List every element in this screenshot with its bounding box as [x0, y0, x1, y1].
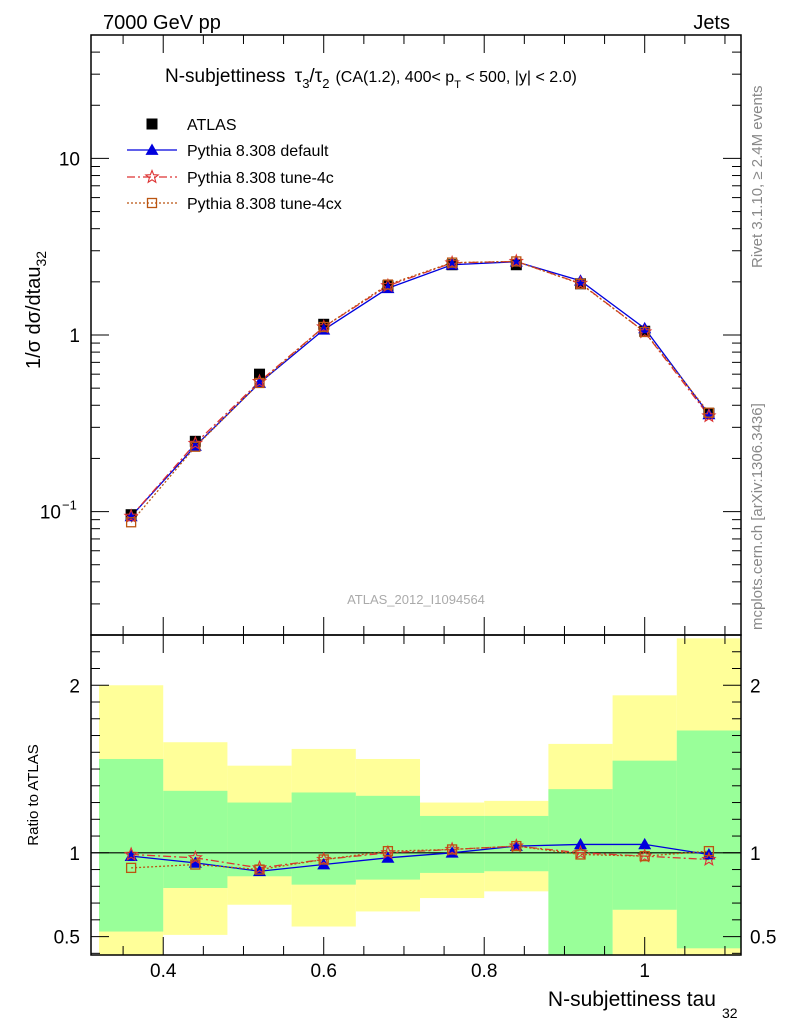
ratio-line [131, 845, 709, 871]
data-point [703, 845, 715, 857]
data-point [382, 279, 394, 290]
legend-label: Pythia 8.308 tune-4cx [187, 196, 342, 213]
band-inner-bin [291, 792, 356, 885]
ratio-tick-label-left: 2 [69, 676, 80, 697]
ratio-tick-label-left: 1 [69, 844, 80, 865]
ratio-uncertainty-bands [99, 638, 741, 955]
data-point [701, 851, 717, 866]
data-point [187, 435, 203, 450]
main-panel-series [123, 253, 717, 528]
data-point [123, 846, 139, 861]
data-point [638, 837, 652, 850]
y-tick-label: 10 [40, 503, 61, 524]
data-point [575, 278, 586, 289]
data-point [511, 840, 522, 852]
series-line [130, 260, 710, 517]
data-point [703, 407, 715, 418]
x-tick-label: 1 [639, 961, 650, 982]
data-point [190, 859, 201, 870]
ratio-tick-label-right: 2 [750, 676, 761, 697]
data-point [125, 862, 137, 874]
data-point [188, 856, 202, 868]
x-tick-label: 0.4 [150, 961, 177, 982]
data-point [511, 256, 522, 267]
x-tick-label: 0.6 [311, 961, 337, 982]
data-point [575, 849, 586, 860]
y-tick-label-exponent: −1 [62, 498, 77, 513]
band-inner-bin [99, 758, 164, 932]
band-inner-bin [163, 790, 228, 888]
data-point [318, 321, 329, 333]
data-point [125, 517, 137, 528]
data-point [382, 845, 394, 857]
y-tick-label: 10 [59, 149, 80, 170]
data-point [145, 143, 159, 155]
ratio-panel-series [123, 837, 717, 877]
ratio-line [131, 845, 709, 869]
ratio-tick-label-right: 0.5 [750, 928, 776, 949]
data-point [144, 168, 160, 184]
data-point [123, 508, 139, 523]
band-inner-bin [612, 760, 677, 910]
legend-label: Pythia 8.308 tune-4c [187, 170, 334, 187]
watermark-analysis: ATLAS_2012_I1094564 [347, 592, 485, 607]
data-point [639, 851, 650, 862]
data-point [146, 118, 158, 130]
data-point [574, 837, 588, 850]
plot-title: N-subjettiness τ3/τ2 (CA(1.2), 400< pT < … [165, 66, 577, 91]
data-point [446, 257, 458, 268]
band-inner-bin [676, 730, 741, 949]
y-axis-label: 1/σ dσ/dtau32 [23, 251, 49, 369]
data-point [190, 441, 201, 452]
x-tick-label: 0.8 [471, 961, 497, 982]
legend-label: Pythia 8.308 default [187, 143, 329, 160]
ratio-panel-ticks: 0.4 0.6 0.8 1 0.5 0.5 1 1 2 2 [54, 634, 776, 982]
data-point [446, 844, 458, 855]
band-inner-bin [548, 789, 613, 955]
y-tick-label: 1 [69, 326, 80, 347]
legend-label: ATLAS [187, 117, 237, 134]
series-line [130, 260, 710, 523]
band-inner-bin [355, 795, 421, 880]
side-label-rivet: Rivet 3.1.10, ≥ 2.4M events [749, 86, 766, 269]
data-point [254, 864, 265, 875]
side-label-mcplots: mcplots.cern.ch [arXiv:1306.3436] [749, 403, 766, 630]
legend: ATLAS Pythia 8.308 default Pythia 8.308 tu… [127, 117, 342, 213]
data-point [254, 377, 265, 389]
ratio-tick-label-left: 0.5 [54, 928, 80, 949]
ratio-tick-label-right: 1 [750, 844, 761, 865]
x-axis-label-subscript: 32 [722, 1005, 738, 1021]
data-point [318, 854, 329, 865]
header-process: Jets [693, 12, 730, 34]
data-point [146, 197, 158, 209]
ratio-panel-frame [90, 634, 742, 956]
x-axis-label: N-subjettiness tau [548, 988, 716, 1011]
data-point [639, 326, 650, 338]
header-energy: 7000 GeV pp [103, 12, 221, 34]
data-point [381, 851, 395, 863]
ratio-y-axis-label: Ratio to ATLAS [25, 744, 42, 845]
